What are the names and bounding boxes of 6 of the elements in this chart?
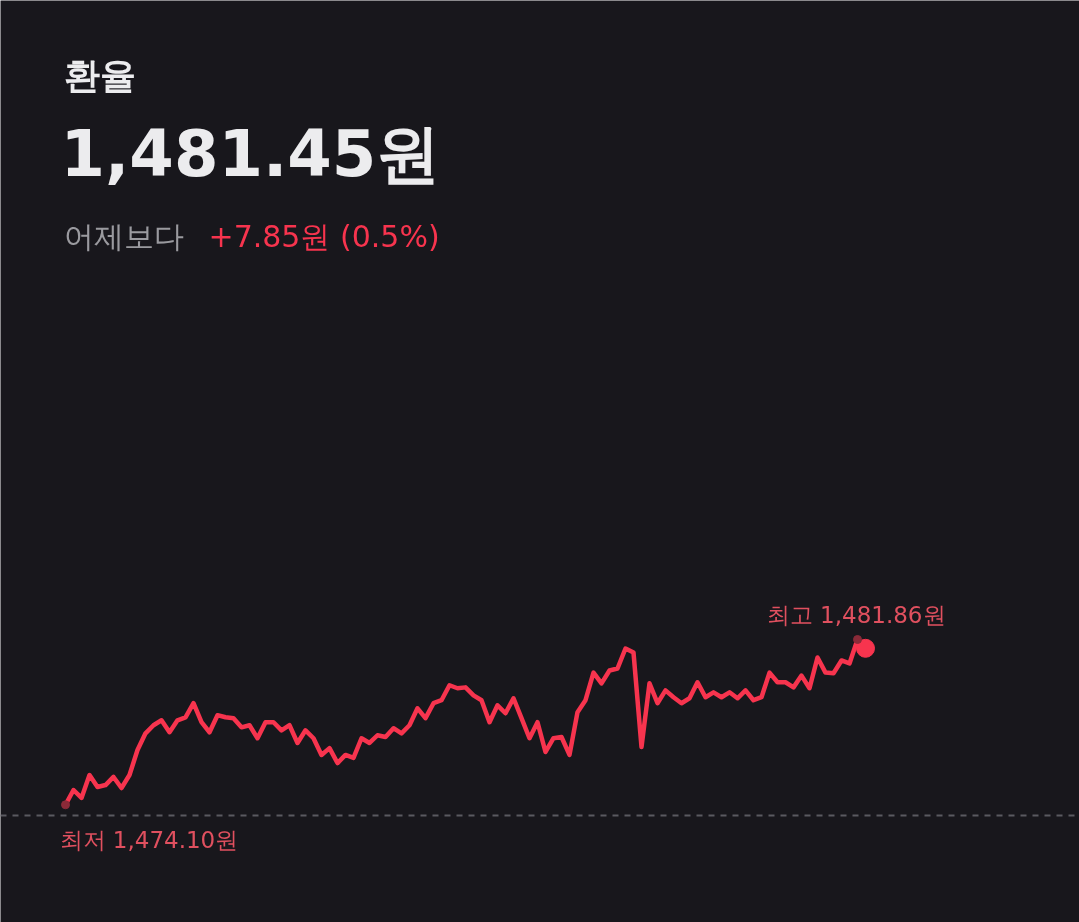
chart-subtitle: 1,481.45원	[60, 116, 441, 191]
text: 어제보다	[63, 218, 184, 254]
text: 최저 1,474.10원	[59, 826, 239, 853]
text: +7.85원 (0.5%)	[208, 218, 440, 254]
chart-title: 환율	[63, 54, 136, 96]
text: 최고 1,481.86원	[766, 601, 946, 628]
